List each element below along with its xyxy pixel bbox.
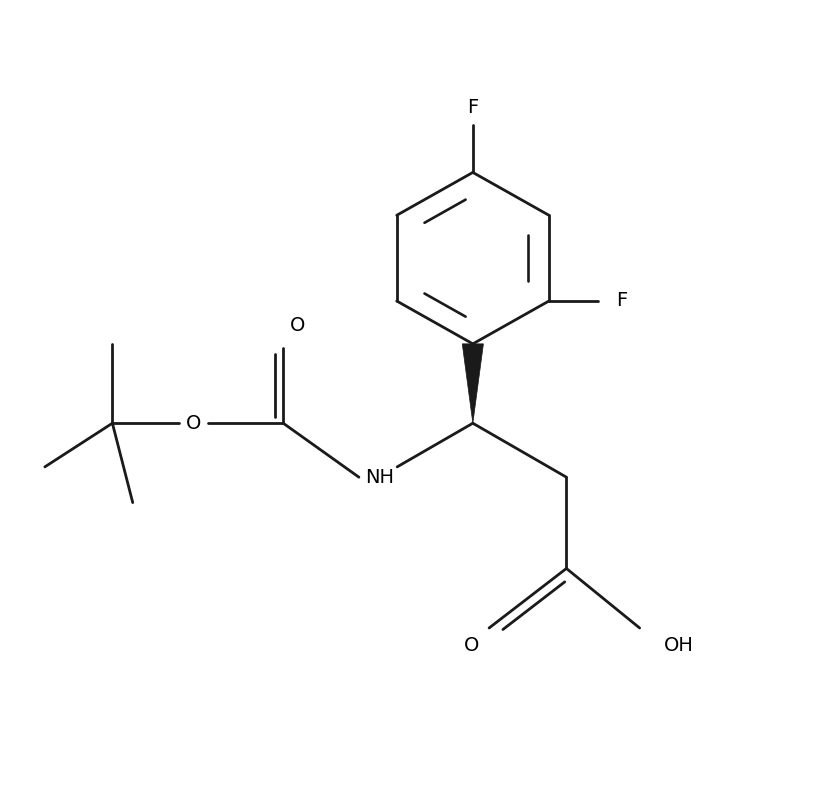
Text: NH: NH <box>365 468 394 487</box>
Text: F: F <box>616 291 628 310</box>
Text: O: O <box>186 414 201 433</box>
Text: O: O <box>464 636 479 655</box>
Text: O: O <box>290 316 306 335</box>
Text: OH: OH <box>664 636 694 655</box>
Text: F: F <box>467 98 478 117</box>
Polygon shape <box>462 344 483 423</box>
